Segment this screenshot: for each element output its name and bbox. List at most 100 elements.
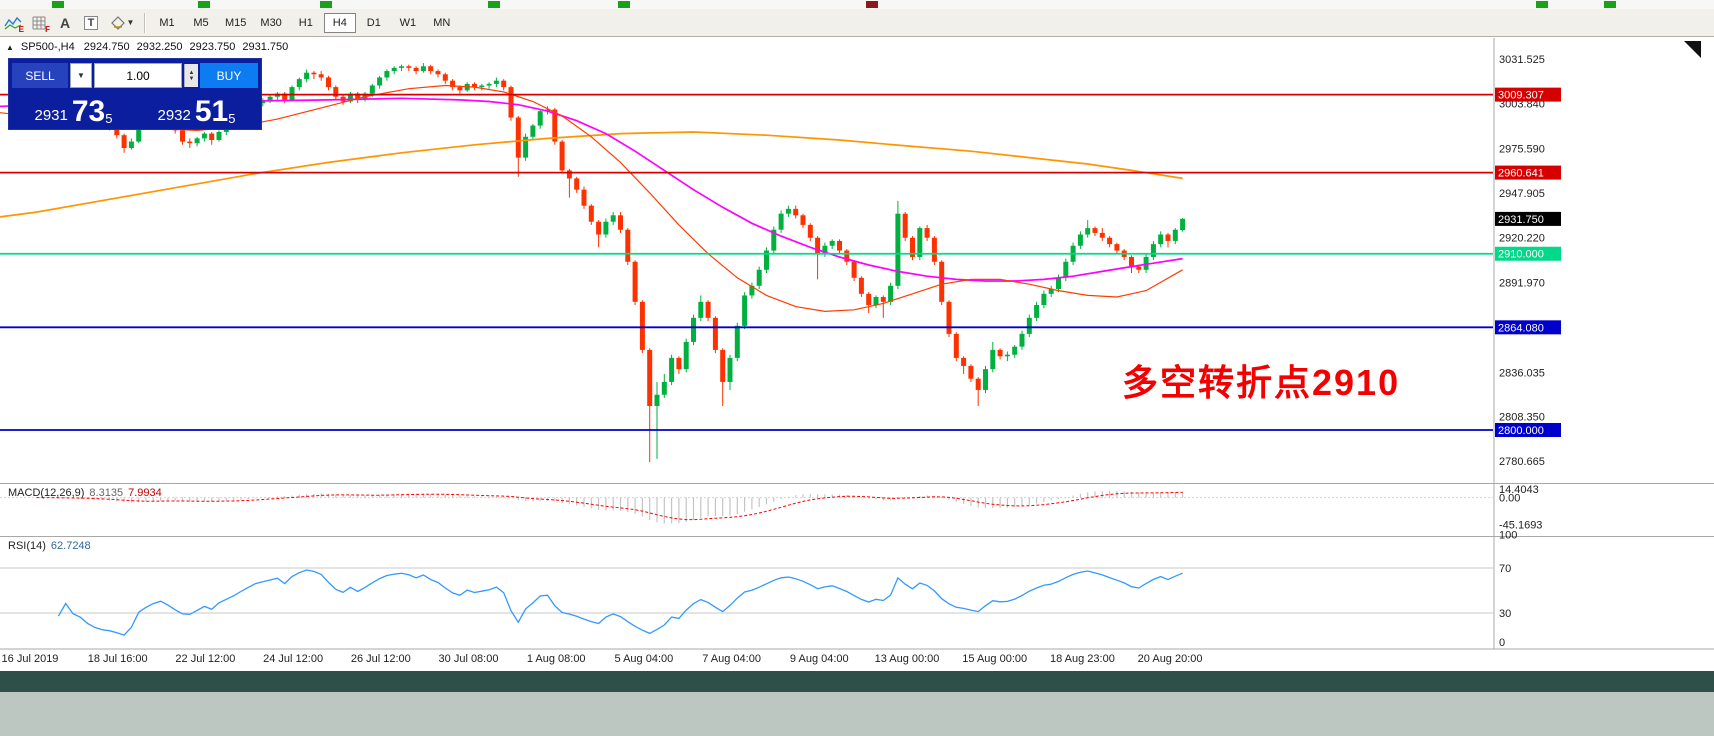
grid-icon [32, 16, 45, 29]
candle-body [961, 357, 967, 366]
candle-body [756, 269, 762, 286]
price-tag-text: 2960.641 [1498, 168, 1544, 180]
time-axis-label: 5 Aug 04:00 [615, 653, 674, 665]
candle-body [983, 369, 988, 390]
candle-body [128, 141, 134, 148]
grid-button[interactable]: F [27, 12, 51, 34]
candle-body [1085, 228, 1091, 235]
cursor-a-label: A [59, 14, 71, 31]
candle-body [698, 301, 704, 318]
candle-body [815, 237, 821, 254]
candle-body [428, 66, 434, 72]
candle-body [1048, 289, 1054, 294]
candle-body [975, 378, 981, 390]
candle-body [333, 87, 339, 97]
candle-body [1026, 317, 1032, 334]
strip-mark [52, 1, 64, 8]
candle-body [924, 228, 930, 238]
strip-mark [1604, 1, 1616, 8]
price-tag-text: 2864.080 [1498, 322, 1544, 334]
price-tag [1495, 423, 1561, 438]
candle-body [450, 80, 456, 88]
candle-body [377, 77, 383, 86]
candle-body [807, 224, 813, 238]
candle-body [486, 83, 492, 86]
price-tag-text: 2800.000 [1498, 425, 1544, 437]
timeframe-button-m30[interactable]: M30 [260, 16, 282, 29]
candle-body [318, 74, 324, 78]
shapes-dropdown-button[interactable]: ▼ [105, 12, 139, 34]
ohlc-low: 2923.750 [189, 41, 236, 53]
buy-button[interactable]: BUY [200, 63, 258, 88]
indicators-badge: E [18, 24, 24, 34]
candle-body [552, 109, 558, 142]
indicators-icon-button[interactable]: E [1, 12, 25, 34]
candle-body [530, 125, 536, 137]
timeframe-button-h1[interactable]: H1 [298, 16, 313, 29]
candle-body [837, 240, 842, 251]
ma-slow [0, 131, 1183, 218]
candle-body [618, 215, 623, 230]
time-axis[interactable]: 16 Jul 2019 18 Jul 16:00 22 Jul 12:00 24 Ju… [2, 653, 1203, 665]
price-axis-tick: 2891.970 [1499, 278, 1545, 290]
volume-stepper[interactable]: ▲ ▼ [184, 64, 198, 87]
rsi-line [57, 569, 1183, 636]
candle-body [742, 295, 748, 326]
candle-body [1114, 244, 1120, 251]
timeframe-button-m1[interactable]: M1 [159, 16, 175, 29]
candle-body [588, 205, 594, 222]
candle-body [566, 170, 572, 179]
bid-frac: 5 [105, 111, 113, 126]
candle-body [1004, 354, 1010, 357]
candle-body [472, 83, 477, 88]
time-axis-label: 15 Aug 00:00 [962, 653, 1027, 665]
volume-input[interactable] [95, 67, 181, 84]
candle-body [654, 394, 660, 406]
indicators-icon [4, 16, 22, 29]
ask-main: 2932 [157, 107, 191, 124]
price-axis[interactable]: 3031.5253003.8402975.5902947.9052920.220… [1495, 54, 1561, 468]
candle-body [391, 67, 397, 72]
price-tag [1495, 165, 1561, 180]
candle-body [201, 133, 207, 139]
shapes-icon [110, 15, 125, 30]
timeframe-button-m5[interactable]: M5 [193, 16, 209, 29]
candle-body [1012, 346, 1018, 355]
sell-button[interactable]: SELL [12, 63, 68, 88]
timeframe-button-d1[interactable]: D1 [366, 16, 381, 29]
timeframe-button-mn[interactable]: MN [433, 16, 451, 29]
candle-body [632, 261, 638, 302]
trade-controls-row: SELL ▼ ▲▼ BUY [12, 62, 258, 89]
rsi-axis-label: 70 [1499, 563, 1511, 575]
ask-frac: 5 [228, 111, 236, 126]
rsi-panel: 100 70 30 0 [0, 529, 1517, 649]
price-axis-tick: 3031.525 [1499, 54, 1545, 66]
candle-body [661, 381, 667, 395]
chart-header: ▲ SP500-,H4 2924.750 2932.250 2923.750 2… [6, 41, 288, 53]
time-axis-label: 16 Jul 2019 [2, 653, 59, 665]
time-axis-label: 13 Aug 00:00 [875, 653, 940, 665]
desktop-band [0, 692, 1714, 736]
bid-price[interactable]: 2931 73 5 [12, 90, 135, 130]
candle-body [953, 333, 959, 358]
candle-body [639, 301, 645, 350]
price-axis-tick: 2947.905 [1499, 188, 1545, 200]
chevron-down-icon: ▼ [77, 71, 85, 80]
candle-body [1136, 266, 1142, 270]
volume-preset-dropdown[interactable]: ▼ [70, 63, 92, 88]
candle-body [442, 74, 448, 81]
candle-body [800, 215, 806, 225]
timeframe-button-w1[interactable]: W1 [399, 16, 417, 29]
timeframe-button-h4[interactable]: H4 [323, 12, 356, 33]
time-axis-label: 24 Jul 12:00 [263, 653, 323, 665]
panel-separators [0, 38, 1714, 650]
strip-mark [1536, 1, 1548, 8]
cursor-mode-button[interactable]: A [53, 12, 77, 34]
timeframe-button-m15[interactable]: M15 [225, 16, 247, 29]
price-tag [1495, 211, 1561, 226]
text-label-button[interactable]: T [79, 12, 103, 34]
ask-price[interactable]: 2932 51 5 [135, 90, 258, 130]
candle-body [1158, 234, 1164, 245]
candle-body [968, 365, 974, 379]
